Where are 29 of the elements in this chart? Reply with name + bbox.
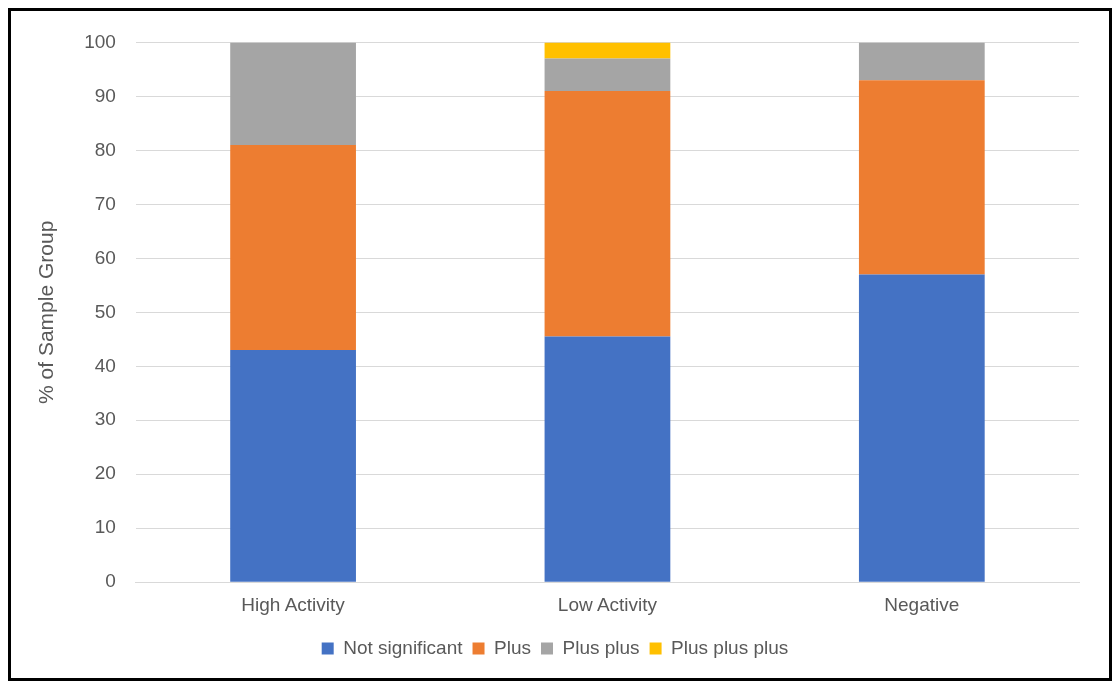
bar [230,42,356,145]
legend-label: Not significant [343,636,464,658]
bar [544,42,671,59]
bar [544,336,671,582]
y-tick-label: 60 [94,246,116,268]
y-tick-label: 50 [94,300,116,322]
bar [544,58,671,91]
bar [544,90,671,337]
x-tick-label: Negative [884,593,960,615]
y-tick-label: 90 [94,84,116,106]
legend-label: Plus plus [562,636,640,658]
bar [858,80,985,275]
bar [230,144,356,351]
y-tick-label: 70 [94,192,116,214]
y-tick-label: 20 [94,462,116,484]
y-tick-label: 0 [105,570,116,592]
bar [858,42,985,81]
y-axis-title: % of Sample Group [34,220,58,404]
y-tick-label: 40 [94,354,116,376]
legend-label: Plus plus plus [671,636,789,658]
y-tick-label: 30 [94,408,116,430]
x-tick-label: Low Activity [557,593,658,615]
y-tick-label: 80 [94,138,116,160]
y-tick-label: 10 [94,516,116,538]
legend-label: Plus [494,636,531,658]
bar [230,350,356,582]
bar [858,274,985,582]
y-tick-label: 100 [84,30,116,52]
x-tick-label: High Activity [241,593,346,615]
